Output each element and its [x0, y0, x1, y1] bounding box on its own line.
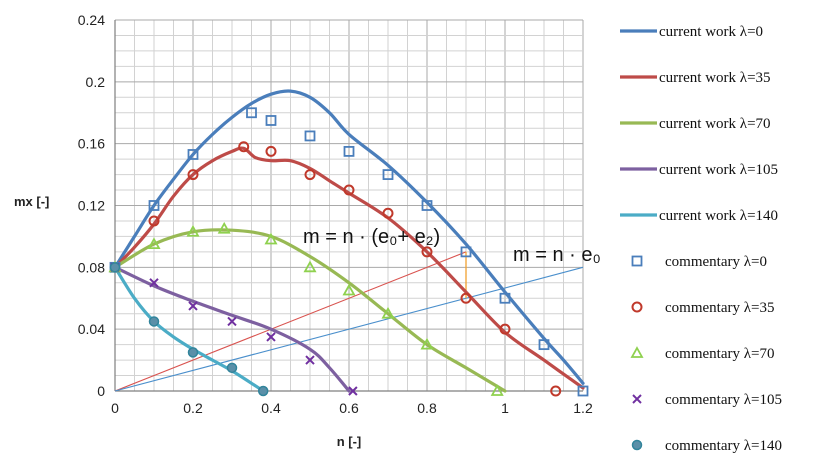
data-point-x — [227, 316, 237, 327]
legend: current work λ=0 current work λ=35 current… — [620, 24, 782, 454]
annotation-label: m = n · e₀ — [513, 244, 601, 266]
data-point-square — [577, 385, 589, 397]
data-point-triangle — [147, 237, 161, 250]
data-point-circle — [265, 145, 277, 157]
data-point-triangle — [217, 221, 231, 234]
annotations: m = n · (e₀+ e₂) m = n · e₀ — [303, 226, 601, 266]
data-point-triangle — [381, 306, 395, 319]
data-point-circle — [304, 169, 316, 181]
data-point-x — [149, 278, 159, 288]
data-point-square — [382, 169, 394, 180]
data-point-square — [421, 200, 433, 211]
x-tick-label: 1 — [501, 400, 509, 416]
data-point-dot — [109, 262, 121, 273]
data-point-circle — [550, 385, 562, 397]
legend-entry: commentary λ=0 — [665, 254, 767, 270]
reference-line — [114, 251, 467, 392]
data-point-triangle — [342, 283, 356, 296]
data-point-square — [631, 255, 643, 267]
data-point-triangle — [303, 260, 317, 273]
x-tick-label: 1.2 — [573, 400, 593, 416]
x-tick-label: 0.8 — [417, 400, 437, 416]
data-point-circle — [499, 323, 511, 335]
x-tick-label: 0 — [111, 400, 119, 416]
data-point-dot — [631, 439, 643, 451]
data-point-triangle — [420, 337, 434, 350]
series-line — [113, 228, 507, 393]
annotation-label: m = n · (e₀+ e₂) — [303, 226, 440, 248]
data-point-circle — [460, 292, 472, 304]
data-point-x — [188, 301, 198, 311]
data-point-square — [538, 339, 550, 351]
data-point-circle — [238, 141, 250, 153]
data-point-x — [266, 332, 276, 342]
y-tick-label: 0.08 — [78, 259, 105, 275]
y-axis-label: mx [-] — [14, 194, 49, 209]
legend-entry: current work λ=105 — [659, 162, 778, 178]
grid — [114, 19, 584, 392]
x-tick-label: 0.2 — [183, 400, 203, 416]
plot-area — [108, 19, 589, 397]
data-point-square — [304, 130, 316, 142]
legend-entry: current work λ=35 — [659, 70, 771, 86]
data-point-triangle — [630, 346, 644, 358]
y-tick-label: 0.12 — [78, 198, 105, 214]
data-point-triangle — [186, 224, 200, 237]
legend-entry: current work λ=140 — [659, 208, 778, 224]
data-point-square — [187, 149, 199, 160]
data-point-square — [246, 107, 257, 119]
x-tick-label: 0.4 — [261, 400, 281, 416]
data-point-triangle — [264, 232, 278, 245]
data-point-circle — [148, 215, 160, 227]
legend-entry: commentary λ=140 — [665, 438, 782, 454]
y-tick-label: 0 — [97, 383, 105, 399]
data-point-square — [499, 292, 511, 304]
data-point-circle — [187, 169, 199, 181]
series-line — [113, 146, 585, 390]
x-axis-label: n [-] — [337, 434, 362, 449]
legend-entry: current work λ=70 — [659, 116, 771, 132]
y-tick-label: 0.04 — [78, 321, 105, 337]
data-point-square — [460, 246, 472, 258]
data-point-square — [265, 115, 277, 126]
data-point-x — [305, 355, 315, 365]
reference-line — [114, 266, 584, 392]
data-point-circle — [421, 246, 433, 258]
y-tick-label: 0.16 — [78, 136, 105, 152]
data-point-dot — [187, 347, 199, 358]
series-line — [113, 89, 585, 385]
series-markers — [108, 107, 589, 397]
legend-entry: current work λ=0 — [659, 24, 763, 40]
data-point-x — [348, 386, 358, 396]
data-point-dot — [257, 385, 269, 397]
x-tick-label: 0.6 — [339, 400, 359, 416]
legend-entry: commentary λ=35 — [665, 300, 774, 316]
tick-labels: 0 0.2 0.4 0.6 0.8 1 1.2 0 0.04 0.08 0.12 0.16 0.2 0.2… — [78, 12, 593, 416]
data-point-circle — [631, 301, 643, 313]
y-tick-label: 0.2 — [86, 74, 106, 90]
data-point-circle — [343, 184, 355, 196]
data-point-triangle — [490, 384, 504, 396]
legend-entry: commentary λ=70 — [665, 346, 774, 362]
data-point-dot — [226, 362, 238, 374]
data-point-dot — [148, 316, 160, 327]
data-point-x — [632, 394, 642, 404]
data-point-square — [343, 145, 355, 157]
data-point-square — [148, 200, 160, 211]
y-tick-label: 0.24 — [78, 12, 105, 28]
legend-entry: commentary λ=105 — [665, 392, 782, 408]
data-point-circle — [382, 207, 394, 219]
